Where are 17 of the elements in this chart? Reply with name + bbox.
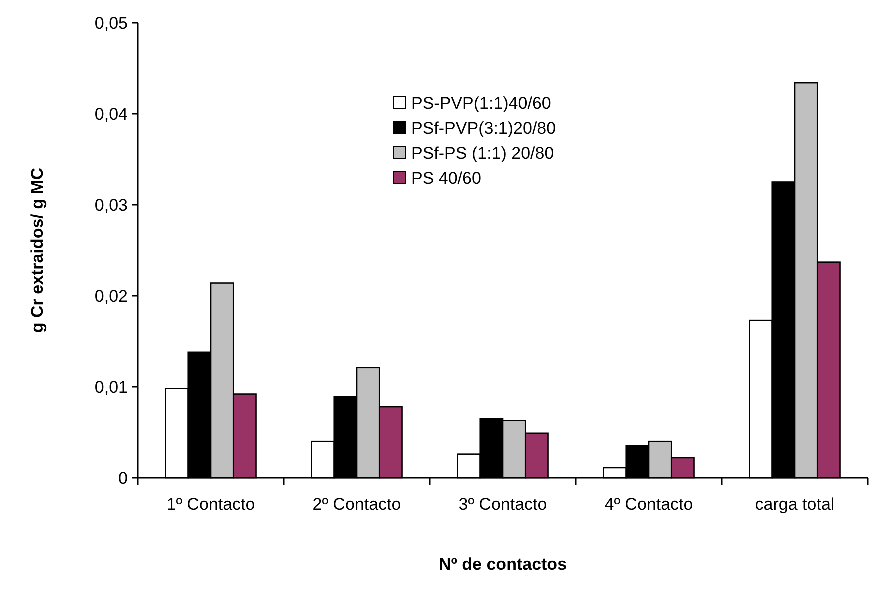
y-tick-label: 0,02 (94, 286, 128, 306)
x-tick-label: 1º Contacto (166, 495, 256, 514)
x-tick-label: 4º Contacto (604, 495, 694, 514)
x-tick-label: 3º Contacto (458, 495, 548, 514)
x-tick-label: 2º Contacto (312, 495, 402, 514)
x-axis-title: Nº de contactos (438, 555, 568, 574)
legend-label: PS-PVP(1:1)40/60 (412, 94, 552, 113)
y-tick-label: 0,04 (94, 104, 128, 124)
legend-label: PS 40/60 (412, 168, 482, 188)
legend-label: PSf-PS (1:1) 20/80 (412, 144, 554, 163)
y-tick-label: 0,03 (94, 196, 128, 215)
x-tick-label: carga total (755, 495, 835, 514)
y-tick-label: 0 (118, 468, 128, 488)
y-tick-label: 0,01 (94, 378, 128, 397)
y-axis-title: g Cr extraidos/ g MC (28, 168, 47, 334)
y-tick-label: 0,05 (94, 14, 128, 33)
legend-label: PSf-PVP(3:1)20/80 (412, 118, 556, 138)
